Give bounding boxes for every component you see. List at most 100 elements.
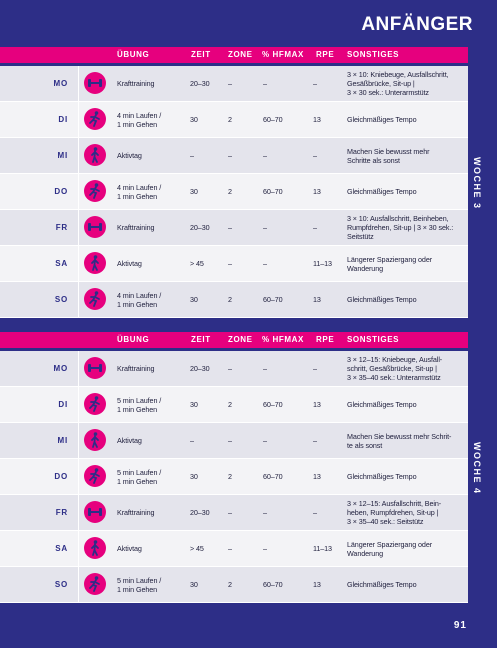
table-cell: 5 min Laufen / 1 min Gehen — [117, 467, 162, 486]
table-header: ÜBUNG ZEIT ZONE % HFMAX RPE SONSTIGES — [0, 47, 468, 63]
separator — [78, 459, 79, 494]
exercise-icon — [84, 252, 106, 274]
table-cell: 5 min Laufen / 1 min Gehen — [117, 395, 162, 414]
table-row: DI 4 min Laufen / 1 min Gehen 30 2 60–70 13 Gl… — [0, 102, 468, 138]
table-cell: – — [263, 223, 267, 232]
table-cell: – — [263, 364, 267, 373]
day-label: DO — [54, 187, 68, 196]
table-cell: Aktivtag — [117, 259, 142, 268]
separator — [78, 423, 79, 458]
table-cell: – — [313, 223, 317, 232]
table-cell: 2 — [228, 400, 232, 409]
table-cell: 60–70 — [263, 580, 283, 589]
table-row: MI Aktivtag – – – – Machen Sie bewusst mehr Sc… — [0, 138, 468, 174]
exercise-icon — [84, 429, 106, 451]
table-cell: 2 — [228, 472, 232, 481]
table-cell: Krafttraining — [117, 79, 155, 88]
column-header: RPE — [316, 335, 335, 344]
table-cell: > 45 — [190, 544, 204, 553]
table-cell: – — [228, 508, 232, 517]
table-cell: 13 — [313, 115, 321, 124]
exercise-icon — [84, 465, 106, 487]
separator — [78, 246, 79, 281]
table-cell: – — [228, 436, 232, 445]
table-row: MO Krafttraining 20–30 – – – 3 × 10: Kniebeuge… — [0, 66, 468, 102]
table-cell: – — [263, 151, 267, 160]
table-row: MO Krafttraining 20–30 – – – 3 × 12–15: Kniebe… — [0, 351, 468, 387]
column-header: % HFMAX — [262, 50, 304, 59]
table-cell: 2 — [228, 187, 232, 196]
exercise-icon — [84, 537, 106, 559]
table-row: MI Aktivtag – – – – Machen Sie bewusst mehr Sc… — [0, 423, 468, 459]
table-cell: 5 min Laufen / 1 min Gehen — [117, 575, 162, 594]
table-cell: – — [228, 79, 232, 88]
table-cell: 2 — [228, 580, 232, 589]
exercise-icon — [84, 393, 106, 415]
column-header: ÜBUNG — [117, 50, 150, 59]
table-row: FR Krafttraining 20–30 – – – 3 × 10: Ausfallsc… — [0, 210, 468, 246]
table-cell: 11–13 — [313, 544, 332, 553]
column-header: ÜBUNG — [117, 335, 150, 344]
day-label: SO — [54, 580, 68, 589]
table-cell: – — [313, 364, 317, 373]
table-cell: Gleichmäßiges Tempo — [347, 580, 417, 589]
exercise-icon — [84, 144, 106, 166]
week-label: WOCHE 3 — [472, 157, 482, 210]
week-label: WOCHE 4 — [472, 442, 482, 495]
table-cell: Gleichmäßiges Tempo — [347, 295, 417, 304]
table-cell: Gleichmäßiges Tempo — [347, 472, 417, 481]
table-cell: 60–70 — [263, 472, 283, 481]
table-cell: – — [313, 151, 317, 160]
table-cell: 3 × 12–15: Kniebeuge, Ausfall- schritt, … — [347, 355, 443, 382]
day-label: DI — [58, 115, 68, 124]
table-row: DI 5 min Laufen / 1 min Gehen 30 2 60–70 13 Gl… — [0, 387, 468, 423]
table-cell: – — [313, 436, 317, 445]
day-label: DI — [58, 400, 68, 409]
table-cell: – — [263, 508, 267, 517]
table-row: SA Aktivtag > 45 – – 11–13 Längerer Spaziergan… — [0, 531, 468, 567]
table-cell: – — [228, 544, 232, 553]
table-row: SO 5 min Laufen / 1 min Gehen 30 2 60–70 13 Gl… — [0, 567, 468, 603]
table-cell: 2 — [228, 295, 232, 304]
exercise-icon — [84, 216, 106, 238]
table-row: SA Aktivtag > 45 – – 11–13 Längerer Spaziergan… — [0, 246, 468, 282]
column-header: ZONE — [228, 50, 253, 59]
table-cell: 60–70 — [263, 187, 283, 196]
column-header: ZEIT — [191, 335, 211, 344]
column-header: ZONE — [228, 335, 253, 344]
table-cell: 30 — [190, 472, 198, 481]
page-title: ANFÄNGER — [361, 14, 473, 35]
exercise-icon — [84, 288, 106, 310]
separator — [78, 210, 79, 245]
page-number: 91 — [453, 620, 467, 631]
day-label: SA — [55, 544, 68, 553]
table-header: ÜBUNG ZEIT ZONE % HFMAX RPE SONSTIGES — [0, 332, 468, 348]
table-cell: 11–13 — [313, 259, 332, 268]
table-cell: 20–30 — [190, 223, 210, 232]
table-cell: 13 — [313, 295, 321, 304]
separator — [78, 282, 79, 317]
table-row: SO 4 min Laufen / 1 min Gehen 30 2 60–70 13 Gl… — [0, 282, 468, 318]
table-cell: – — [263, 544, 267, 553]
table-cell: 20–30 — [190, 79, 210, 88]
table-cell: 3 × 10: Ausfallschritt, Beinheben, Rumpf… — [347, 214, 454, 241]
column-header: SONSTIGES — [347, 335, 400, 344]
table-cell: 60–70 — [263, 400, 283, 409]
separator — [78, 138, 79, 173]
table-cell: 60–70 — [263, 115, 283, 124]
table-cell: 30 — [190, 187, 198, 196]
table-cell: > 45 — [190, 259, 204, 268]
exercise-icon — [84, 180, 106, 202]
table-cell: Krafttraining — [117, 223, 155, 232]
table-cell: – — [263, 79, 267, 88]
column-header: % HFMAX — [262, 335, 304, 344]
table-cell: Längerer Spaziergang oder Wanderung — [347, 539, 433, 558]
table-cell: – — [190, 436, 194, 445]
separator — [78, 387, 79, 422]
table-cell: 30 — [190, 295, 198, 304]
table-cell: – — [228, 151, 232, 160]
exercise-icon — [84, 108, 106, 130]
table-cell: Machen Sie bewusst mehr Schrit- te als s… — [347, 431, 452, 450]
table-cell: 13 — [313, 187, 321, 196]
day-label: SO — [54, 295, 68, 304]
